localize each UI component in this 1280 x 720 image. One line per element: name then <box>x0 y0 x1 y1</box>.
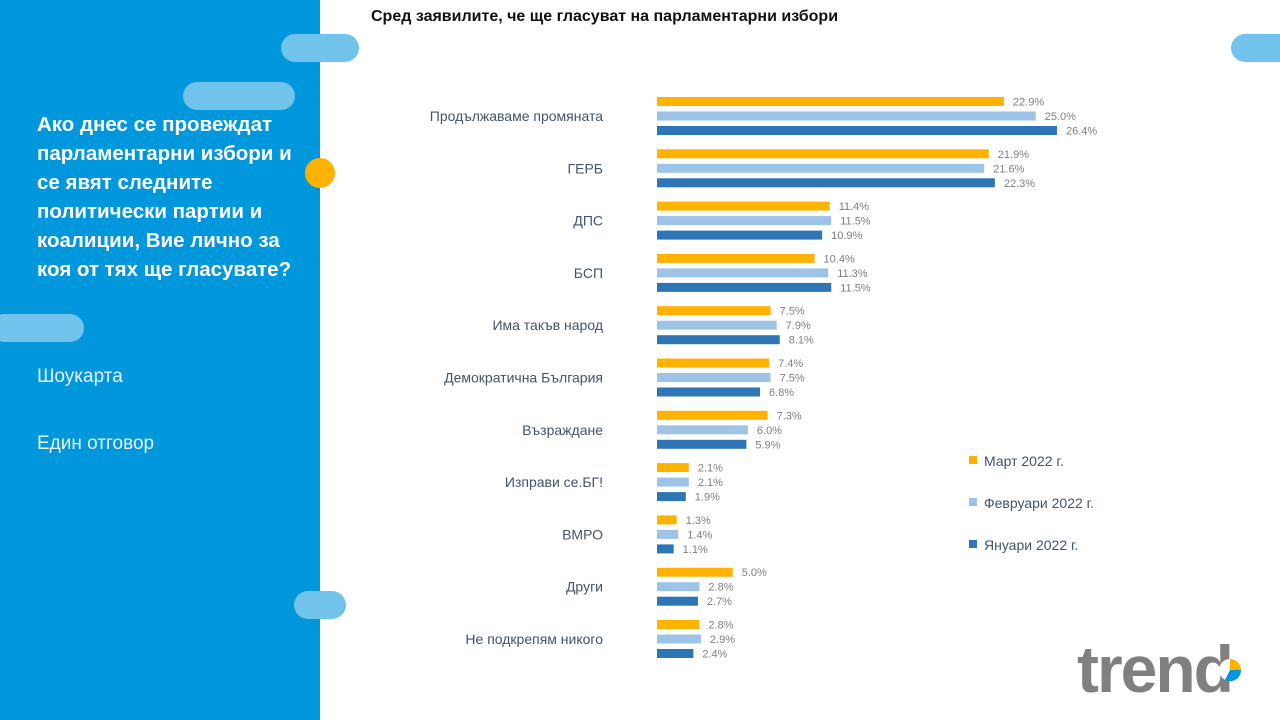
category-label: Възраждане <box>522 422 603 438</box>
data-label: 2.8% <box>708 620 733 632</box>
data-label: 2.1% <box>698 477 723 489</box>
data-label: 11.5% <box>840 216 871 228</box>
data-label: 5.0% <box>742 567 767 579</box>
decorative-dot <box>305 158 335 188</box>
data-label: 7.5% <box>780 373 805 385</box>
data-label: 11.4% <box>839 201 870 213</box>
category-label: БСП <box>574 265 603 281</box>
bar <box>657 306 771 316</box>
data-label: 5.9% <box>755 439 780 451</box>
bar <box>657 387 761 397</box>
category-label: ГЕРБ <box>568 160 603 176</box>
data-label: 7.4% <box>778 358 803 370</box>
survey-note-single-answer: Един отговор <box>37 433 155 454</box>
data-label: 7.5% <box>780 306 805 318</box>
bar <box>657 282 832 292</box>
category-label: Демократична България <box>444 370 603 386</box>
category-label: Има такъв народ <box>492 317 603 333</box>
data-label: 11.5% <box>840 282 871 294</box>
legend-swatch <box>969 498 977 506</box>
decorative-pill <box>281 34 359 62</box>
data-label: 2.9% <box>710 634 735 646</box>
category-label: Изправи се.БГ! <box>505 474 603 490</box>
bar <box>657 544 674 554</box>
data-label: 22.3% <box>1004 178 1035 190</box>
bar <box>657 216 832 226</box>
survey-note-showcard: Шоукарта <box>37 366 123 387</box>
data-label: 21.9% <box>998 149 1029 161</box>
chart-title: Сред заявилите, че ще гласуват на парлам… <box>371 8 839 25</box>
bar <box>657 126 1057 135</box>
bar <box>657 410 768 420</box>
legend-label: Февруари 2022 г. <box>984 495 1094 511</box>
legend-swatch <box>969 540 977 548</box>
bar <box>657 178 995 188</box>
category-label: Други <box>566 579 603 595</box>
data-label: 25.0% <box>1045 111 1076 123</box>
bar <box>657 492 686 502</box>
data-label: 21.6% <box>993 163 1024 175</box>
data-label: 11.3% <box>837 268 868 280</box>
decorative-pill <box>0 314 84 342</box>
legend-label: Януари 2022 г. <box>984 537 1078 553</box>
left-panel <box>0 0 320 720</box>
bar <box>657 163 985 173</box>
bar <box>657 320 777 330</box>
data-label: 7.3% <box>777 410 802 422</box>
bar <box>657 97 1004 106</box>
data-label: 6.8% <box>769 387 794 399</box>
data-label: 1.1% <box>683 544 708 556</box>
category-label: ВМРО <box>562 526 603 542</box>
decorative-pill <box>183 82 295 110</box>
bar <box>657 620 700 629</box>
bar <box>657 649 694 658</box>
bar <box>657 634 701 644</box>
bar <box>657 111 1036 121</box>
bar <box>657 230 823 240</box>
data-label: 8.1% <box>789 335 814 347</box>
bar <box>657 201 830 211</box>
data-label: 7.9% <box>786 320 811 332</box>
data-label: 10.9% <box>831 230 862 242</box>
bar <box>657 253 815 263</box>
data-label: 10.4% <box>824 253 855 265</box>
bar <box>657 373 771 382</box>
bar <box>657 335 780 345</box>
bar <box>657 358 770 368</box>
data-label: 2.4% <box>702 649 727 661</box>
legend-swatch <box>969 456 977 464</box>
data-label: 2.1% <box>698 463 723 475</box>
category-label: Не подкрепям никого <box>465 631 603 647</box>
data-label: 22.9% <box>1013 97 1044 109</box>
data-label: 1.9% <box>695 492 720 504</box>
data-label: 2.7% <box>707 596 732 608</box>
survey-question: Ако днес се провеждат парламентарни избо… <box>37 113 292 281</box>
bar <box>657 463 689 473</box>
decorative-pill <box>294 591 346 619</box>
logo-text: trend <box>1077 632 1232 702</box>
bar <box>657 529 679 539</box>
category-label: ДПС <box>573 213 603 229</box>
bar <box>657 596 698 606</box>
bar <box>657 425 748 435</box>
data-label: 26.4% <box>1066 126 1097 138</box>
bar <box>657 567 733 577</box>
decorative-pill <box>1231 34 1280 62</box>
bar <box>657 582 700 592</box>
data-label: 1.4% <box>687 529 712 541</box>
legend-label: Март 2022 г. <box>984 453 1064 469</box>
category-label: Продължаваме промяната <box>430 108 603 124</box>
data-label: 1.3% <box>686 515 711 527</box>
data-label: 2.8% <box>708 582 733 594</box>
bar <box>657 515 677 525</box>
bar <box>657 149 989 159</box>
bar <box>657 477 689 487</box>
data-label: 6.0% <box>757 425 782 437</box>
bar <box>657 268 829 278</box>
bar <box>657 439 747 449</box>
trend-logo: trend <box>1077 632 1242 702</box>
